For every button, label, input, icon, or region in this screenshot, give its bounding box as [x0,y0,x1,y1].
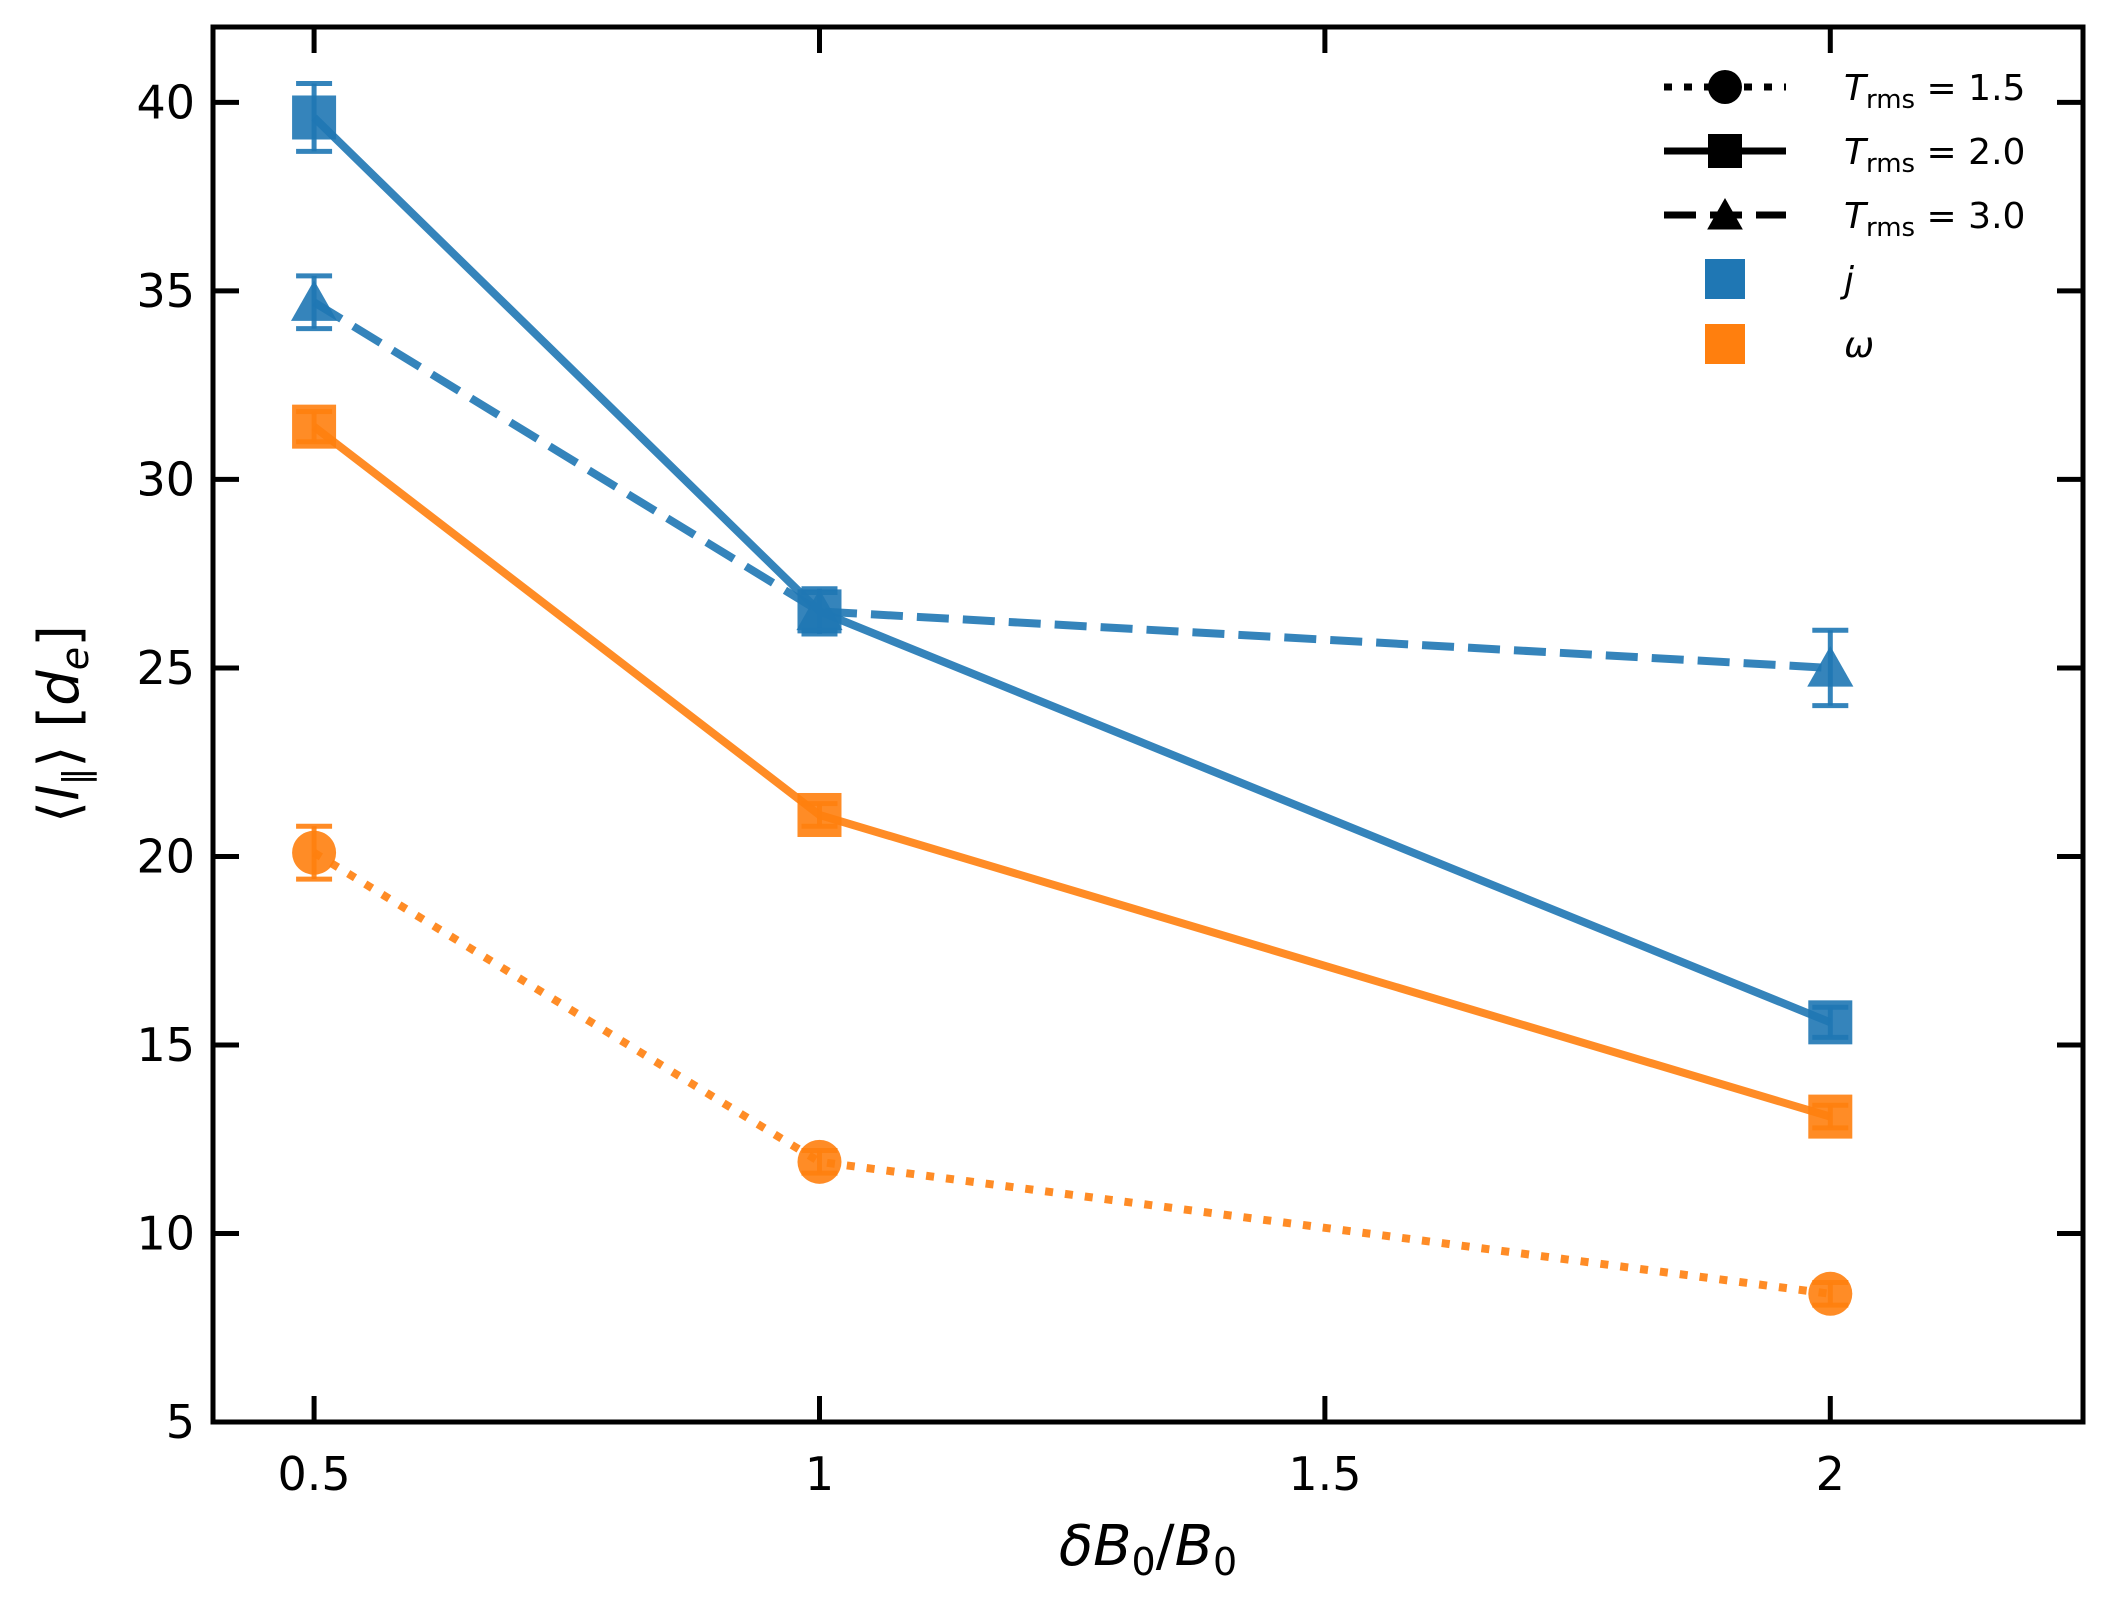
legend-entry: j [1705,259,1854,301]
data-point-triangle [290,280,338,321]
data-point-circle [797,1139,842,1184]
y-tick-label: 20 [136,829,195,883]
data-point-circle [1808,1271,1853,1316]
legend-label: Trms = 3.0 [1844,196,2025,243]
legend-label: ω [1844,325,1874,366]
y-tick-label: 10 [136,1206,195,1260]
data-point-circle [292,830,337,875]
data-point-square [1808,1000,1853,1045]
data-point-triangle [796,589,843,631]
x-axis-label: δB0/B0 [1059,1514,1237,1584]
data-point-square [797,792,842,837]
legend-entry: Trms = 1.5 [1664,68,2025,115]
series-line [311,298,1831,672]
legend-marker-circle [1708,70,1742,104]
y-tick-label: 40 [136,75,195,129]
y-tick-label: 25 [136,641,195,695]
y-tick-label: 30 [136,452,195,506]
series-omega-dotted [292,823,1853,1316]
legend-entry: Trms = 3.0 [1664,196,2025,243]
x-tick-label: 0.5 [278,1447,351,1501]
plot-frame [210,24,2086,1425]
legend-swatch [1705,324,1745,364]
series-line [311,849,1831,1298]
legend: Trms = 1.5 Trms = 2.0 Trms = 3.0 jω [1664,68,2025,366]
series-j-solid [292,81,1853,1045]
series-j-dashed [290,273,1854,709]
data-point-square [1808,1094,1853,1139]
y-tick-label: 5 [166,1395,195,1449]
legend-label: Trms = 1.5 [1844,68,2025,115]
y-axis-label: ⟨l‖⟩[de] [27,625,97,823]
legend-label: j [1839,260,1854,301]
legend-label: Trms = 2.0 [1844,132,2025,179]
legend-marker-triangle [1707,198,1743,230]
series-omega-solid [292,404,1853,1139]
legend-marker-square [1708,134,1742,168]
y-tick-label: 35 [136,264,195,318]
data-point-square [292,404,337,449]
y-tick-label: 15 [136,1018,195,1072]
legend-entry: Trms = 2.0 [1664,132,2025,179]
legend-swatch [1705,259,1745,299]
data-point-triangle [1807,645,1854,687]
legend-entry: ω [1705,324,1874,366]
data-point-square [292,95,337,140]
series-line [311,423,1832,1121]
x-tick-label: 1 [805,1447,834,1501]
x-tick-label: 1.5 [1288,1447,1361,1501]
x-tick-label: 2 [1816,1447,1845,1501]
